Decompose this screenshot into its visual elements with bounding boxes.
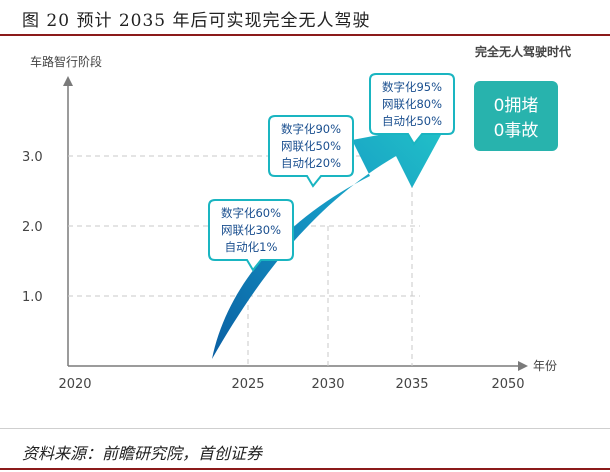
source-footer: 资料来源：前瞻研究院，首创证券	[0, 428, 610, 472]
source-note: 资料来源：前瞻研究院，首创证券	[22, 444, 263, 463]
chart-area: 车路智行阶段 年份 1.0 2.0 3.0 2020 2025 2030 2035 2050 …	[0, 36, 610, 428]
tick-labels: 1.0 2.0 3.0 2020 2025 2030 2035 2050	[22, 150, 525, 392]
callout-box	[369, 73, 455, 146]
y-axis-arrowhead	[63, 76, 73, 86]
x-axis-label: 年份	[533, 359, 557, 373]
callout-line: 自动化50%	[382, 114, 442, 128]
callout-line: 数字化60%	[221, 206, 281, 220]
x-tick-label: 2035	[395, 377, 428, 392]
callout-line: 网联化50%	[281, 139, 341, 153]
x-tick-label: 2020	[58, 377, 91, 392]
y-tick-label: 2.0	[22, 220, 43, 235]
callout-2025: 数字化60% 网联化30% 自动化1%	[208, 199, 294, 272]
y-tick-label: 1.0	[22, 290, 43, 305]
x-tick-label: 2025	[231, 377, 264, 392]
footer-rule	[0, 468, 610, 470]
growth-arrow	[212, 122, 448, 359]
callout-line: 数字化95%	[382, 80, 442, 94]
callout-line: 网联化30%	[221, 223, 281, 237]
y-axis-label: 车路智行阶段	[30, 54, 102, 69]
callout-2030: 数字化90% 网联化50% 自动化20%	[268, 115, 354, 188]
x-tick-label: 2030	[311, 377, 344, 392]
callout-line: 自动化20%	[281, 156, 341, 170]
callout-line: 数字化90%	[281, 122, 341, 136]
figure-title-bar: 图 20 预计 2035 年后可实现完全无人驾驶	[0, 0, 610, 36]
x-tick-label: 2050	[491, 377, 524, 392]
callout-line: 网联化80%	[382, 97, 442, 111]
figure-title: 图 20 预计 2035 年后可实现完全无人驾驶	[22, 11, 371, 31]
stage-callouts: 数字化60% 网联化30% 自动化1% 数字化90% 网联化50% 自动化20% 数字化95…	[208, 73, 455, 272]
goal-line-1: 0拥堵	[494, 96, 539, 116]
callout-line: 自动化1%	[225, 240, 278, 254]
callout-box	[208, 199, 294, 272]
goal-label: 完全无人驾驶时代	[475, 44, 571, 59]
callout-box	[268, 115, 354, 188]
y-tick-label: 3.0	[22, 150, 43, 165]
goal-line-2: 0事故	[494, 121, 539, 141]
callout-2035: 数字化95% 网联化80% 自动化50%	[369, 73, 455, 146]
goal-box	[474, 81, 558, 151]
x-axis-arrowhead	[518, 361, 528, 371]
